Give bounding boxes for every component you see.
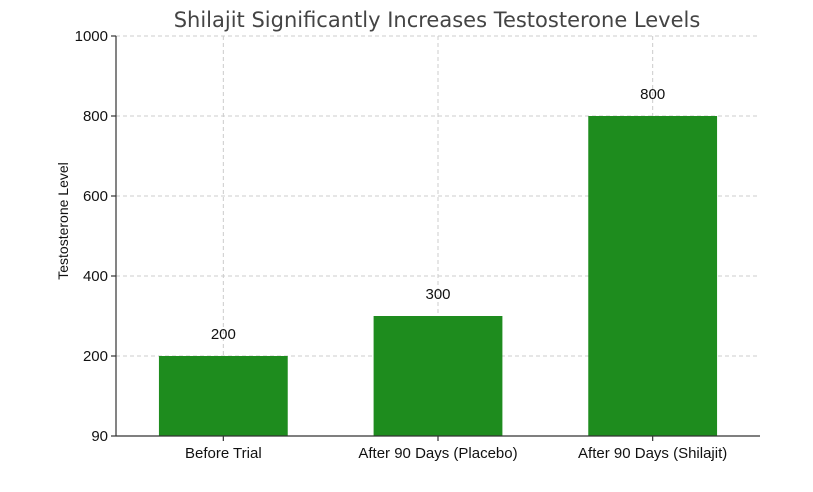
axis-layer [111,35,760,441]
x-tick-label: After 90 Days (Shilajit) [578,445,727,462]
bar [588,116,718,436]
y-axis-label: Testosterone Level [55,162,71,280]
y-tick-label: 200 [83,348,108,365]
chart-title: Shilajit Significantly Increases Testost… [174,8,701,32]
data-label: 300 [425,286,450,303]
label-layer: 90 200 400 600 800 1000 200 Before Trial 300 Afte… [75,28,728,462]
data-label: 800 [640,86,665,103]
x-tick-label: After 90 Days (Placebo) [358,445,517,462]
data-label: 200 [211,326,236,343]
y-tick-label: 400 [83,268,108,285]
y-tick-label: 800 [83,108,108,125]
x-tick-label: Before Trial [185,445,262,462]
y-tick-label: 90 [91,428,108,445]
y-tick-label: 600 [83,188,108,205]
y-tick-label: 1000 [75,28,108,45]
bar-layer [158,116,718,436]
bar [158,356,288,436]
bar [373,316,503,436]
